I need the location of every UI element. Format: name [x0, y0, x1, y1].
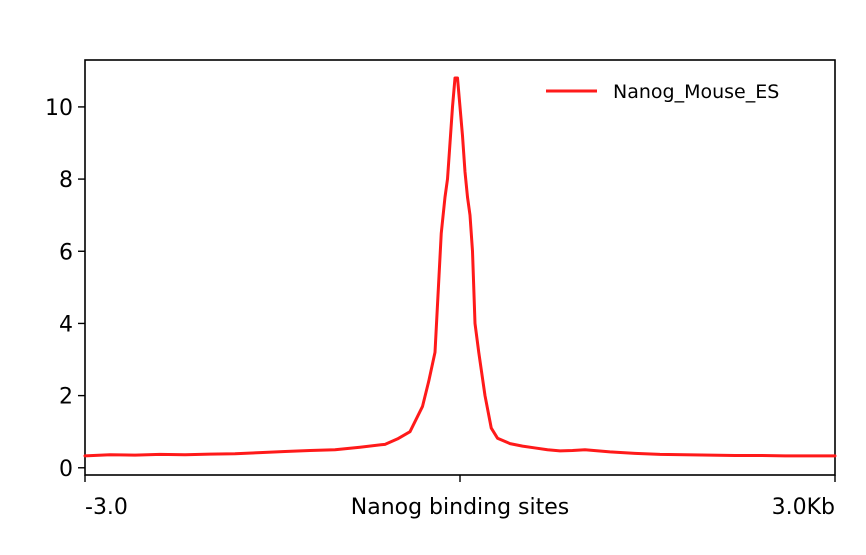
y-tick-label: 2 — [59, 385, 73, 410]
y-tick-label: 4 — [59, 312, 73, 337]
series-layer — [83, 76, 837, 458]
y-tick-label: 10 — [45, 96, 73, 121]
y-tick-label: 6 — [59, 240, 73, 265]
x-tick-label: 3.0Kb — [772, 495, 835, 520]
axes: 0 2 4 6 8 10 -3.0 Nanog binding sites 3.0Kb — [45, 59, 836, 520]
y-tick-label: 8 — [59, 168, 73, 193]
x-tick-label: -3.0 — [85, 495, 128, 520]
y-tick-label: 0 — [59, 457, 73, 482]
legend: Nanog_Mouse_ES — [546, 81, 779, 103]
series-line — [83, 76, 837, 458]
x-tick-label: Nanog binding sites — [351, 495, 570, 520]
legend-label: Nanog_Mouse_ES — [613, 81, 779, 103]
